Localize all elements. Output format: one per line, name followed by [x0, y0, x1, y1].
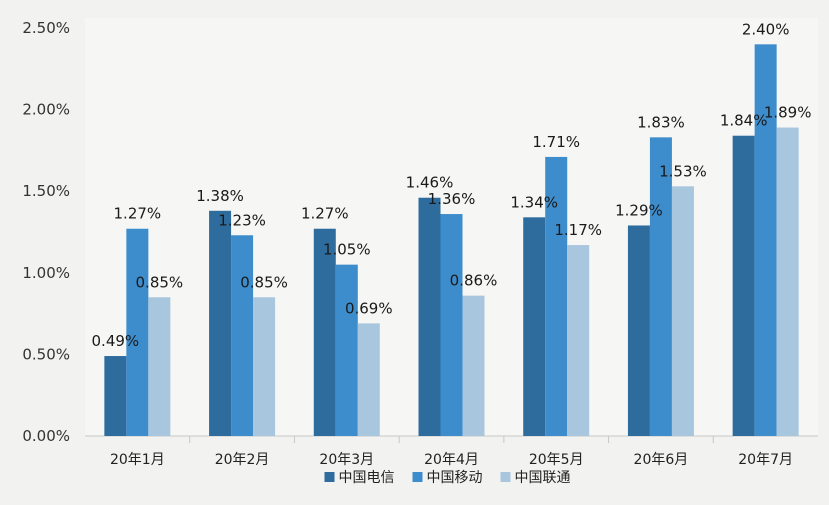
x-tick-label: 20年5月	[529, 452, 584, 468]
x-tick-label: 20年6月	[634, 452, 689, 468]
legend-label: 中国电信	[339, 470, 395, 486]
x-tick-label: 20年2月	[215, 452, 270, 468]
data-label: 1.27%	[114, 205, 162, 223]
data-label: 1.23%	[218, 211, 266, 229]
data-label: 0.69%	[345, 299, 393, 317]
bar	[335, 264, 358, 436]
bar	[126, 228, 149, 436]
data-label: 1.27%	[301, 205, 349, 223]
y-tick-label: 2.00%	[22, 101, 70, 119]
data-label: 1.34%	[510, 193, 558, 211]
bar	[209, 210, 232, 436]
y-tick-label: 0.50%	[22, 345, 70, 363]
y-tick-label: 1.00%	[22, 264, 70, 282]
data-label: 1.05%	[323, 241, 371, 259]
data-label: 0.49%	[92, 332, 140, 350]
x-tick-label: 20年4月	[424, 452, 479, 468]
data-label: 1.17%	[554, 221, 602, 239]
data-label: 1.46%	[406, 174, 454, 192]
bar	[231, 235, 254, 436]
x-tick-label: 20年7月	[738, 452, 793, 468]
data-label: 0.86%	[450, 272, 498, 290]
data-label: 1.84%	[720, 112, 768, 130]
y-tick-label: 0.00%	[22, 427, 70, 445]
legend-label: 中国移动	[427, 470, 483, 486]
bar	[104, 356, 127, 436]
data-label: 0.85%	[136, 273, 184, 291]
y-tick-label: 1.50%	[22, 182, 70, 200]
bar	[462, 295, 485, 436]
legend-swatch	[324, 472, 335, 482]
data-label: 1.36%	[428, 190, 476, 208]
data-label: 1.38%	[196, 187, 244, 205]
data-label: 1.53%	[659, 162, 707, 180]
bar	[523, 217, 546, 436]
data-label: 0.85%	[240, 273, 288, 291]
x-tick-label: 20年3月	[319, 452, 374, 468]
data-label: 1.83%	[637, 113, 685, 131]
bar	[313, 228, 336, 436]
bar	[148, 297, 171, 436]
bar	[671, 186, 694, 436]
legend-label: 中国联通	[515, 470, 571, 486]
bar	[357, 323, 380, 436]
bar	[567, 245, 590, 436]
bar	[649, 137, 672, 436]
bar	[732, 135, 755, 436]
x-tick-label: 20年1月	[110, 452, 165, 468]
bar	[440, 214, 463, 436]
bar	[418, 197, 441, 436]
bar	[545, 156, 568, 437]
bar	[627, 225, 650, 436]
data-label: 2.40%	[742, 20, 790, 38]
data-label: 1.89%	[764, 104, 812, 122]
bar	[754, 44, 777, 436]
y-tick-label: 2.50%	[22, 19, 70, 37]
legend-swatch	[500, 472, 511, 482]
legend-swatch	[412, 472, 423, 482]
data-label: 1.71%	[532, 133, 580, 151]
data-label: 1.29%	[615, 201, 663, 219]
bar	[253, 297, 276, 436]
bar	[776, 127, 799, 436]
